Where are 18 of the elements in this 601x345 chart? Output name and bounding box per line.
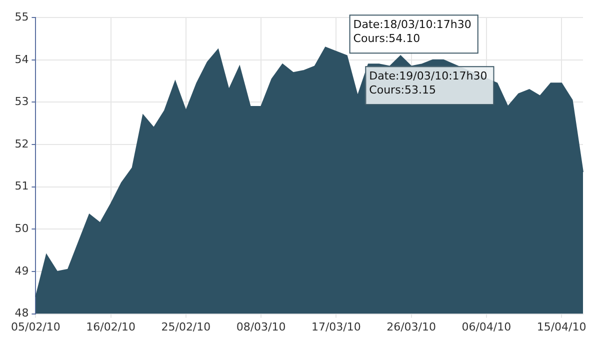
x-tick-label: 06/04/10 xyxy=(462,320,512,334)
y-tick-label: 50 xyxy=(14,222,29,236)
y-tick-label: 52 xyxy=(14,137,29,150)
annotation: Date:19/03/10:17h30 Cours:53.15 xyxy=(369,70,488,97)
x-tick-label: 05/02/10 xyxy=(11,320,60,334)
x-tick-label: 25/02/10 xyxy=(161,320,211,334)
x-tick-label: 15/04/10 xyxy=(536,320,586,334)
x-tick-label: 26/03/10 xyxy=(386,320,436,334)
y-tick-label: 49 xyxy=(14,264,29,278)
x-tick-label: 16/02/10 xyxy=(86,320,136,334)
x-tick-label: 08/03/10 xyxy=(236,320,286,334)
y-tick-label: 54 xyxy=(14,52,29,66)
y-tick-label: 53 xyxy=(14,95,29,108)
annotation: Date:18/03/10:17h30 Cours:54.10 xyxy=(353,18,472,45)
y-tick-label: 51 xyxy=(14,180,29,193)
y-tick-label: 48 xyxy=(14,306,29,320)
y-tick-label: 55 xyxy=(14,10,29,24)
x-tick-label: 17/03/10 xyxy=(311,320,361,334)
